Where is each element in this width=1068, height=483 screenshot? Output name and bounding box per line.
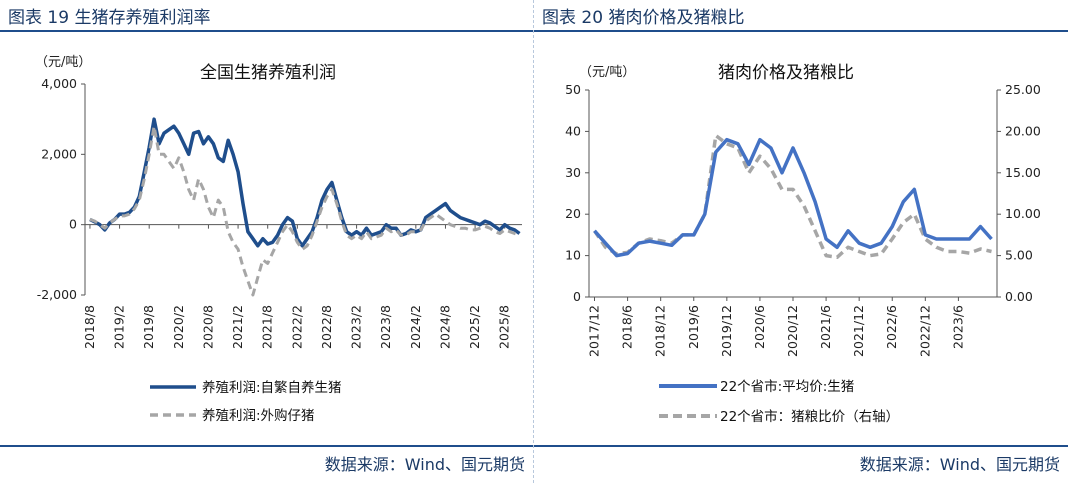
y-tick-label: 40 [565, 123, 581, 138]
profit-chart: （元/吨） 全国生猪养殖利润 4,000 2,000 0 -2,000 2018/8 2019… [35, 55, 522, 424]
legend-label: 22个省市：猪粮比价（右轴） [720, 408, 899, 425]
y-tick-label: 2,000 [41, 146, 77, 161]
y2-tick-label: 25.00 [1005, 82, 1041, 97]
source-rule [534, 445, 1068, 447]
legend-label: 22个省市:平均价:生猪 [720, 378, 854, 395]
pork-price-chart: （元/吨） 猪肉价格及猪粮比 50 40 30 20 10 0 25.00 20.00 15.00 1… [565, 63, 1041, 425]
panel-divider [533, 0, 535, 483]
x-tick-label: 2024/2 [408, 305, 423, 349]
x-tick-label: 2021/8 [260, 305, 275, 349]
y-tick-label: -2,000 [37, 287, 77, 302]
y-tick-label: 30 [565, 165, 581, 180]
x-tick-label: 2024/8 [437, 305, 452, 349]
x-tick-label: 2021/6 [818, 305, 833, 349]
title-rule [534, 30, 1068, 32]
y2-tick-label: 5.00 [1005, 248, 1033, 263]
x-tick-label: 2025/2 [467, 305, 482, 349]
series-line [593, 137, 993, 258]
title-rule [0, 30, 533, 32]
x-tick-label: 2025/8 [497, 305, 512, 349]
source-rule [0, 445, 533, 447]
x-tick-label: 2020/12 [785, 305, 800, 357]
x-tick-label: 2023/6 [950, 305, 965, 349]
x-tick-label: 2022/6 [884, 305, 899, 349]
y-tick-label: 50 [565, 82, 581, 97]
x-tick-label: 2023/8 [378, 305, 393, 349]
y2-tick-label: 20.00 [1005, 123, 1041, 138]
x-tick-label: 2019/6 [686, 305, 701, 349]
figure-title: 图表 19 生猪存养殖利润率 [8, 8, 211, 28]
x-tick-label: 2022/2 [289, 305, 304, 349]
right-figure-panel: 图表 20 猪肉价格及猪粮比 （元/吨） 猪肉价格及猪粮比 50 40 30 20 10 0 2… [534, 0, 1068, 483]
chart-title: 猪肉价格及猪粮比 [718, 63, 854, 83]
x-tick-label: 2020/2 [171, 305, 186, 349]
y-axis-unit: （元/吨） [35, 55, 91, 70]
y2-tick-label: 15.00 [1005, 165, 1041, 180]
y-axis-unit: （元/吨） [579, 65, 635, 80]
x-tick-label: 2021/2 [230, 305, 245, 349]
x-tick-label: 2018/6 [620, 305, 635, 349]
y-tick-label: 20 [565, 206, 581, 221]
x-tick-label: 2022/8 [319, 305, 334, 349]
x-tick-label: 2018/12 [653, 305, 668, 357]
series-line [593, 133, 992, 260]
y-tick-label: 4,000 [41, 76, 77, 91]
y-tick-label: 10 [565, 248, 581, 263]
y2-tick-label: 0.00 [1005, 289, 1033, 304]
y-tick-label: 0 [69, 217, 77, 232]
x-tick-label: 2019/2 [112, 305, 127, 349]
source-note: 数据来源：Wind、国元期货 [859, 455, 1060, 474]
x-tick-label: 2017/12 [587, 305, 602, 357]
chart-title: 全国生猪养殖利润 [200, 63, 336, 83]
x-tick-label: 2023/2 [349, 305, 364, 349]
legend-label: 养殖利润:外购仔猪 [202, 407, 315, 424]
series-line [89, 117, 521, 248]
x-tick-label: 2019/12 [719, 305, 734, 357]
y-tick-label: 0 [573, 289, 581, 304]
x-tick-label: 2022/12 [917, 305, 932, 357]
x-tick-label: 2019/8 [141, 305, 156, 349]
legend-label: 养殖利润:自繁自养生猪 [202, 379, 342, 396]
x-tick-label: 2020/8 [200, 305, 215, 349]
x-tick-label: 2018/8 [82, 305, 97, 349]
x-tick-label: 2020/6 [752, 305, 767, 349]
left-figure-panel: 图表 19 生猪存养殖利润率 （元/吨） 全国生猪养殖利润 4,000 2,000 0 -… [0, 0, 533, 483]
figure-title: 图表 20 猪肉价格及猪粮比 [542, 8, 745, 28]
y2-tick-label: 10.00 [1005, 206, 1041, 221]
series-line [89, 124, 520, 297]
x-tick-label: 2021/12 [851, 305, 866, 357]
source-note: 数据来源：Wind、国元期货 [324, 455, 525, 474]
